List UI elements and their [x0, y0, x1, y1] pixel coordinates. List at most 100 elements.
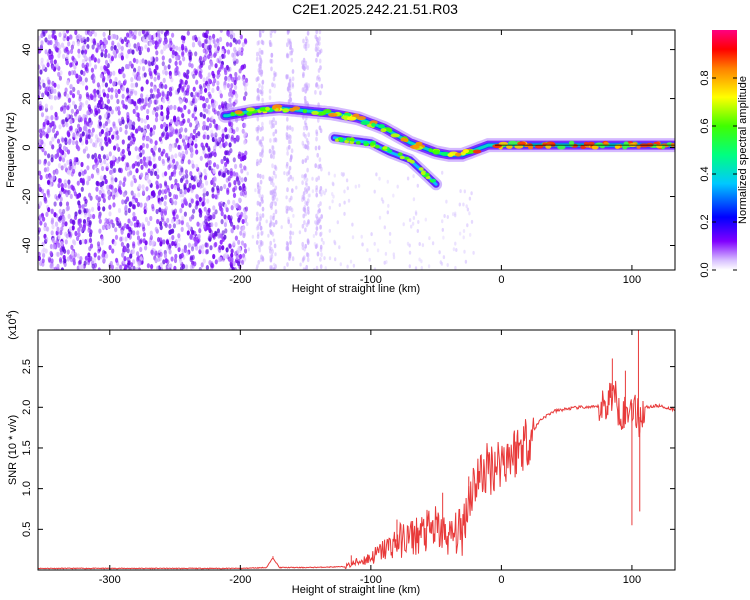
- noise-speckle: [150, 249, 154, 255]
- noise-speckle: [98, 214, 102, 220]
- noise-speckle: [131, 204, 136, 210]
- noise-speckle: [53, 201, 57, 207]
- noise-speckle: [259, 89, 262, 95]
- noise-speckle: [137, 116, 141, 122]
- noise-speckle: [106, 224, 110, 230]
- noise-speckle: [161, 91, 165, 97]
- noise-speckle: [339, 262, 342, 267]
- noise-speckle: [261, 150, 264, 155]
- noise-speckle: [316, 51, 320, 57]
- noise-speckle: [224, 141, 228, 147]
- noise-speckle: [82, 219, 87, 225]
- noise-speckle: [213, 176, 217, 182]
- noise-speckle: [68, 226, 73, 232]
- noise-speckle: [198, 266, 202, 270]
- noise-speckle: [160, 111, 164, 117]
- noise-speckle: [302, 191, 306, 196]
- noise-speckle: [212, 205, 216, 211]
- noise-speckle: [244, 150, 248, 156]
- noise-speckle: [191, 41, 196, 47]
- noise-speckle: [134, 161, 138, 167]
- noise-speckle: [219, 239, 223, 245]
- noise-speckle: [67, 213, 71, 219]
- noise-speckle: [216, 80, 220, 86]
- noise-speckle: [42, 192, 47, 199]
- noise-speckle: [171, 163, 175, 170]
- noise-speckle: [174, 239, 178, 245]
- noise-speckle: [290, 195, 293, 201]
- noise-speckle: [156, 219, 160, 225]
- noise-speckle: [76, 180, 80, 186]
- noise-speckle: [110, 45, 114, 51]
- noise-speckle: [343, 211, 346, 216]
- noise-speckle: [225, 207, 229, 213]
- noise-speckle: [115, 257, 119, 263]
- noise-speckle: [218, 244, 222, 251]
- noise-speckle: [209, 152, 213, 158]
- noise-speckle: [155, 50, 159, 56]
- noise-speckle: [307, 193, 310, 198]
- ridge-blob: [432, 149, 440, 154]
- noise-speckle: [198, 208, 202, 214]
- noise-speckle: [129, 140, 133, 146]
- noise-speckle: [243, 139, 247, 145]
- noise-speckle: [274, 209, 278, 215]
- noise-speckle: [273, 164, 277, 170]
- noise-speckle: [103, 37, 107, 43]
- noise-speckle: [157, 147, 162, 153]
- noise-speckle: [165, 152, 169, 158]
- noise-speckle: [272, 191, 275, 196]
- noise-speckle: [139, 202, 143, 208]
- noise-speckle: [89, 108, 93, 114]
- noise-speckle: [332, 194, 335, 199]
- noise-speckle: [152, 163, 156, 169]
- noise-speckle: [144, 59, 148, 65]
- noise-speckle: [106, 184, 110, 190]
- noise-speckle: [317, 145, 321, 151]
- noise-speckle: [87, 257, 91, 263]
- noise-speckle: [183, 104, 187, 110]
- noise-speckle: [103, 65, 107, 71]
- ridge-blob: [506, 144, 513, 149]
- noise-speckle: [144, 44, 148, 50]
- noise-speckle: [175, 45, 179, 51]
- ridge-blob: [265, 106, 270, 111]
- noise-speckle: [226, 159, 230, 165]
- noise-speckle: [148, 34, 152, 40]
- noise-speckle: [298, 230, 302, 235]
- noise-speckle: [244, 91, 248, 97]
- noise-speckle: [221, 101, 225, 107]
- noise-speckle: [72, 100, 76, 106]
- noise-speckle: [137, 260, 142, 266]
- noise-speckle: [428, 236, 431, 241]
- noise-speckle: [62, 188, 66, 194]
- noise-speckle: [96, 168, 100, 174]
- noise-speckle: [106, 75, 110, 81]
- noise-speckle: [149, 138, 153, 144]
- noise-speckle: [408, 218, 412, 223]
- noise-speckle: [57, 242, 61, 248]
- noise-speckle: [137, 240, 141, 246]
- noise-speckle: [286, 262, 289, 267]
- noise-speckle: [289, 223, 293, 229]
- noise-speckle: [170, 218, 175, 224]
- noise-speckle: [468, 211, 471, 216]
- noise-speckle: [286, 52, 289, 58]
- noise-speckle: [216, 85, 220, 91]
- noise-speckle: [179, 127, 184, 133]
- noise-speckle: [154, 170, 158, 176]
- noise-speckle: [106, 98, 111, 104]
- noise-speckle: [213, 78, 217, 84]
- noise-speckle: [195, 79, 199, 85]
- noise-speckle: [42, 252, 46, 258]
- noise-speckle: [77, 218, 81, 224]
- noise-speckle: [319, 224, 322, 230]
- noise-speckle: [95, 110, 99, 116]
- noise-speckle: [289, 41, 293, 46]
- noise-speckle: [222, 53, 226, 59]
- noise-speckle: [185, 173, 189, 179]
- noise-speckle: [81, 62, 85, 69]
- noise-speckle: [125, 87, 130, 93]
- noise-speckle: [171, 234, 175, 241]
- noise-speckle: [144, 30, 148, 36]
